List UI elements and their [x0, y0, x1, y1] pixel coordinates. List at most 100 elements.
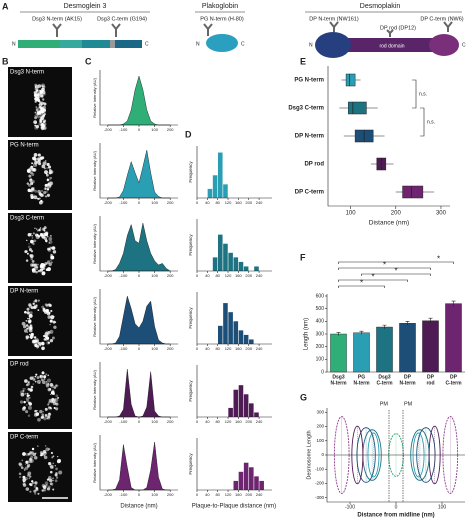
speckle	[43, 167, 46, 170]
x-tick-label: DP	[404, 374, 412, 380]
panel-label: E	[300, 56, 306, 66]
speckle	[22, 452, 26, 456]
speckle	[37, 492, 40, 495]
speckle	[44, 303, 48, 306]
speckle	[49, 464, 53, 468]
speckle	[46, 487, 51, 491]
x-tick-label: 100	[151, 200, 158, 205]
membrane-label: PM	[404, 401, 413, 407]
image-label: DP rod	[10, 362, 29, 368]
speckle	[34, 189, 38, 193]
domain	[115, 40, 142, 48]
speckle	[32, 377, 36, 381]
speckle	[26, 169, 31, 173]
speckle	[46, 332, 49, 335]
speckle	[40, 378, 44, 382]
speckle	[26, 399, 30, 403]
speckle	[41, 415, 45, 419]
speckle	[42, 120, 46, 124]
speckle	[43, 451, 47, 455]
speckle	[38, 342, 42, 346]
axes	[99, 143, 178, 199]
speckle	[27, 414, 31, 417]
x-tick-label: 160	[235, 273, 242, 278]
speckle	[37, 99, 41, 102]
speckle	[33, 305, 37, 310]
speckle	[51, 391, 55, 395]
y-tick-label: -300	[315, 495, 325, 500]
histogram-bar	[243, 266, 249, 271]
histogram-bar	[238, 471, 244, 490]
x-tick-label: -100	[119, 492, 128, 497]
speckle	[39, 120, 43, 124]
speckle	[34, 299, 38, 302]
protein-name: Desmoplakin	[360, 3, 401, 10]
speckle	[32, 242, 35, 246]
speckle	[26, 317, 29, 320]
speckle	[57, 458, 62, 463]
speckle	[28, 313, 33, 318]
error-bar	[451, 300, 456, 307]
speckle	[48, 448, 51, 451]
speckle	[44, 160, 47, 162]
speckle	[52, 488, 55, 491]
speckle	[46, 164, 49, 166]
speckle	[31, 162, 34, 164]
speckle	[43, 488, 47, 492]
y-axis-label: Relative Intensity (AU)	[92, 296, 97, 336]
x-tick-label: N-term	[399, 380, 416, 386]
speckle	[28, 317, 31, 320]
speckle	[50, 255, 55, 260]
speckle	[49, 329, 54, 334]
x-tick-label: 200	[245, 273, 252, 278]
speckle	[28, 394, 30, 397]
speckle	[34, 492, 37, 495]
image-label: PG N-term	[10, 143, 39, 149]
speckle	[36, 379, 41, 384]
speckle	[37, 157, 41, 161]
bar	[422, 320, 439, 373]
y-axis-label: Relative Intensity (AU)	[92, 369, 97, 409]
speckle	[49, 259, 52, 262]
protein-shape	[315, 32, 351, 58]
schematic: A Desmoglein 3 Dsg3 N-term (AK15) Dsg3 C…	[2, 1, 466, 58]
speckle	[40, 452, 43, 455]
x-tick-label: -100	[119, 419, 128, 424]
plots: C -200 -100 0 100 200 Relative Intensity (AU) -…	[85, 56, 465, 519]
antibody-label: DP N-term (NW161)	[309, 16, 359, 22]
x-tick-label: 0	[196, 273, 199, 278]
y-tick-label: -200	[315, 481, 325, 486]
speckle	[31, 237, 34, 239]
speckle	[44, 481, 49, 485]
speckle	[18, 472, 22, 476]
histogram-bar	[238, 385, 244, 417]
x-tick-label: -200	[104, 346, 113, 351]
speckle	[48, 237, 53, 241]
histogram-bar	[249, 467, 254, 490]
speckle	[49, 181, 54, 186]
histogram-bar	[243, 394, 249, 417]
speckle	[32, 181, 34, 183]
speckle	[25, 337, 28, 340]
speckle	[47, 183, 50, 185]
speckle	[49, 482, 53, 486]
domain	[60, 40, 82, 48]
speckle	[31, 180, 35, 184]
x-tick-label: 40	[205, 419, 210, 424]
x-tick-label: 0	[196, 200, 199, 205]
speckle	[36, 94, 40, 98]
axes	[327, 66, 450, 207]
speckle	[25, 487, 30, 491]
speckle	[31, 259, 35, 263]
speckle	[44, 262, 48, 266]
significance-bracket	[338, 267, 431, 270]
speckle	[55, 407, 59, 411]
y-tick-label: 200	[316, 424, 324, 429]
speckle	[28, 396, 31, 400]
speckle	[50, 261, 53, 264]
speckle	[47, 184, 52, 189]
speckle	[55, 394, 59, 398]
speckle	[34, 481, 38, 485]
y-axis-label: Relative Intensity (AU)	[92, 77, 97, 117]
speckle	[41, 371, 45, 375]
